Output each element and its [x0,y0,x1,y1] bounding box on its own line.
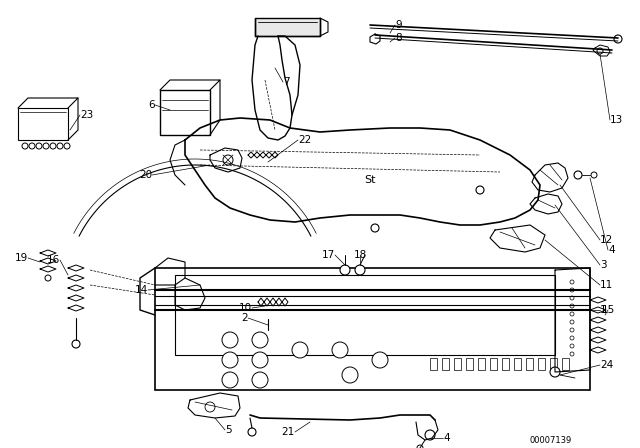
Bar [526,358,533,370]
Circle shape [43,143,49,149]
Text: 18: 18 [353,250,367,260]
Circle shape [252,332,268,348]
Text: 00007139: 00007139 [530,435,572,444]
Circle shape [570,344,574,348]
Text: 11: 11 [600,280,613,290]
Circle shape [205,402,215,412]
Circle shape [570,352,574,356]
Circle shape [574,171,582,179]
Circle shape [570,288,574,292]
Text: 10: 10 [239,303,252,313]
Bar [502,358,509,370]
Text: 13: 13 [610,115,623,125]
Text: 2: 2 [241,313,248,323]
Text: 1: 1 [600,305,607,315]
Text: 20: 20 [139,170,152,180]
Circle shape [45,275,51,281]
Circle shape [248,428,256,436]
Circle shape [372,352,388,368]
Circle shape [29,143,35,149]
Bar [160,90,210,135]
Text: 5: 5 [225,425,232,435]
Bar [430,358,437,370]
Circle shape [222,372,238,388]
Text: 14: 14 [135,285,148,295]
Bar [442,358,449,370]
Text: 3: 3 [600,260,607,270]
Circle shape [342,367,358,383]
Bar [514,358,521,370]
Circle shape [570,280,574,284]
Bar [175,275,555,355]
Text: 17: 17 [322,250,335,260]
Circle shape [50,143,56,149]
Circle shape [252,352,268,368]
Text: 8: 8 [395,33,402,43]
Circle shape [570,312,574,316]
Circle shape [222,352,238,368]
Text: 16: 16 [47,255,60,265]
Bar [550,358,557,370]
Text: 12: 12 [600,235,613,245]
Circle shape [222,332,238,348]
Text: 9: 9 [395,20,402,30]
Circle shape [417,445,423,448]
Circle shape [252,372,268,388]
Circle shape [332,342,348,358]
Circle shape [425,430,435,440]
Text: 4: 4 [608,245,614,255]
Circle shape [591,172,597,178]
Bar [490,358,497,370]
Text: 21: 21 [282,427,295,437]
Bar [18,108,68,140]
Bar [466,358,473,370]
Text: St: St [364,175,376,185]
Circle shape [597,48,603,54]
Text: 19: 19 [15,253,28,263]
Circle shape [265,330,271,336]
Circle shape [340,265,350,275]
Circle shape [64,143,70,149]
Bar [454,358,461,370]
Circle shape [570,328,574,332]
Text: 7: 7 [283,77,290,87]
Text: 15: 15 [602,305,614,315]
Bar [155,268,590,390]
Circle shape [570,336,574,340]
Circle shape [614,35,622,43]
Circle shape [355,265,365,275]
Circle shape [570,304,574,308]
Text: 4: 4 [443,433,450,443]
Text: 6: 6 [148,100,155,110]
Circle shape [476,186,484,194]
Bar [478,358,485,370]
Circle shape [264,311,272,319]
Circle shape [223,155,233,165]
Circle shape [36,143,42,149]
Circle shape [371,224,379,232]
Bar [562,358,569,370]
Circle shape [570,296,574,300]
Circle shape [72,340,80,348]
Circle shape [22,143,28,149]
Circle shape [570,320,574,324]
Text: 23: 23 [80,110,93,120]
Bar [255,18,320,36]
Circle shape [57,143,63,149]
Text: 22: 22 [298,135,311,145]
Bar [538,358,545,370]
Circle shape [292,342,308,358]
Text: 24: 24 [600,360,613,370]
Circle shape [550,367,560,377]
